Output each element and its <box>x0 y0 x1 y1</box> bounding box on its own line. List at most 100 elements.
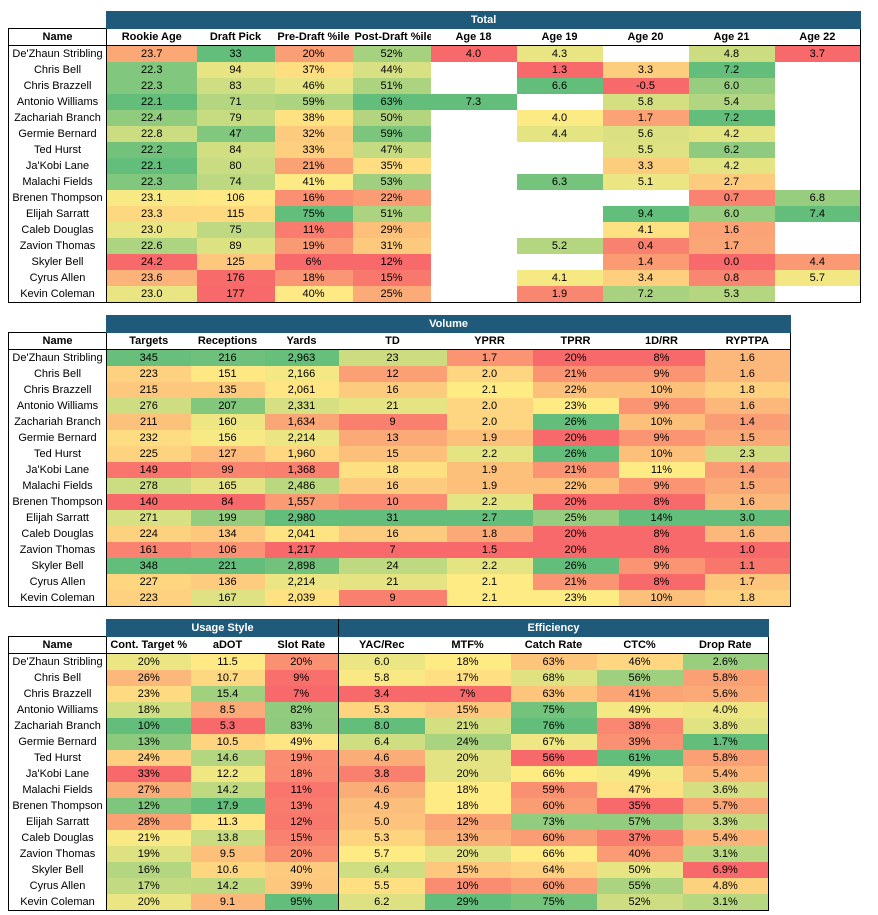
cell-rookie-age: 22.6 <box>106 238 197 254</box>
cell-catch-rate: 63% <box>510 686 597 702</box>
cell-adot: 15.4 <box>190 686 265 702</box>
cell-age-20: 5.5 <box>602 142 689 158</box>
cell-post-draft-ile: 29% <box>352 222 431 238</box>
cell-yac-rec: 4.6 <box>338 750 425 766</box>
col-header-ryptpa: RYPTPA <box>704 332 792 350</box>
cell-post-draft-ile: 51% <box>352 206 431 222</box>
table-row: Ted Hurst 22.2 84 33% 47% 5.5 6.2 <box>8 142 862 158</box>
table-row: Antonio Williams 22.1 71 59% 63% 7.3 5.8 5.4 <box>8 94 862 110</box>
cell-mtf: 7% <box>424 686 511 702</box>
player-name-cell: Zachariah Branch <box>8 414 107 430</box>
table-row: Chris Brazzell 215 135 2,061 16 2.1 22% 10% 1.8 <box>8 382 792 398</box>
player-name-cell: Malachi Fields <box>8 174 107 190</box>
cell-pre-draft-ile: 33% <box>274 142 353 158</box>
player-name-cell: Chris Brazzell <box>8 78 107 94</box>
col-header-cont-target: Cont. Target % <box>106 636 191 654</box>
cell-td: 21 <box>338 574 447 590</box>
cell-age-20: 5.8 <box>602 94 689 110</box>
cell-cont-target: 20% <box>106 653 191 670</box>
player-name-cell: Kevin Coleman <box>8 590 107 607</box>
cell-td: 9 <box>338 414 447 430</box>
cell-td: 16 <box>338 478 447 494</box>
cell-rookie-age: 23.3 <box>106 206 197 222</box>
cell-slot-rate: 18% <box>264 766 340 782</box>
cell-mtf: 10% <box>424 878 511 894</box>
cell-drop-rate: 1.7% <box>682 734 770 750</box>
cell-age-21: 6.0 <box>688 206 775 222</box>
cell-yprr: 2.7 <box>446 510 533 526</box>
cell-slot-rate: 9% <box>264 670 340 686</box>
cell-slot-rate: 11% <box>264 782 340 798</box>
cell-yprr: 1.9 <box>446 462 533 478</box>
cell-adot: 13.8 <box>190 830 265 846</box>
cell-ryptpa: 1.6 <box>704 349 792 366</box>
cell-tprr: 22% <box>532 478 619 494</box>
cell-age-18: 4.0 <box>430 45 517 62</box>
player-name-cell: De'Zhaun Stribling <box>8 653 107 670</box>
cell-tprr: 26% <box>532 446 619 462</box>
cell-age-18 <box>430 206 517 222</box>
cell-targets: 348 <box>106 558 191 574</box>
cell-ctc: 37% <box>596 830 683 846</box>
player-name-cell: Caleb Douglas <box>8 526 107 542</box>
cell-age-20: 5.6 <box>602 126 689 142</box>
cell-pre-draft-ile: 37% <box>274 62 353 78</box>
cell-pre-draft-ile: 46% <box>274 78 353 94</box>
usage-group-usage-band: Usage Style <box>105 619 340 637</box>
cell-age-22 <box>774 142 862 158</box>
cell-drop-rate: 4.8% <box>682 878 770 894</box>
cell-mtf: 29% <box>424 894 511 911</box>
cell-draft-pick: 84 <box>196 142 275 158</box>
cell-yprr: 1.8 <box>446 526 533 542</box>
player-name-cell: Antonio Williams <box>8 94 107 110</box>
cell-ctc: 41% <box>596 686 683 702</box>
cell-post-draft-ile: 50% <box>352 110 431 126</box>
cell-ctc: 35% <box>596 798 683 814</box>
cell-adot: 10.6 <box>190 862 265 878</box>
cell-age-19: 4.1 <box>516 270 603 286</box>
cell-pre-draft-ile: 59% <box>274 94 353 110</box>
cell-targets: 232 <box>106 430 191 446</box>
cell-1d-rr: 9% <box>618 478 705 494</box>
table-row: Germie Bernard 22.8 47 32% 59% 4.4 5.6 4.2 <box>8 126 862 142</box>
player-name-cell: Germie Bernard <box>8 126 107 142</box>
player-name-cell: Chris Brazzell <box>8 382 107 398</box>
col-header-1d-rr: 1D/RR <box>618 332 705 350</box>
cell-1d-rr: 10% <box>618 590 705 607</box>
cell-yprr: 1.9 <box>446 430 533 446</box>
table-row: Zavion Thomas 161 106 1,217 7 1.5 20% 8% 1.0 <box>8 542 792 558</box>
table-row: Zavion Thomas 19% 9.5 20% 5.7 20% 66% 40% 3.1% <box>8 846 770 862</box>
cell-adot: 10.7 <box>190 670 265 686</box>
col-header-age-21: Age 21 <box>688 28 775 46</box>
cell-yards: 2,486 <box>264 478 339 494</box>
player-name-cell: Kevin Coleman <box>8 894 107 911</box>
t-total-title-row: Total <box>9 11 862 29</box>
cell-targets: 227 <box>106 574 191 590</box>
cell-ryptpa: 1.8 <box>704 382 792 398</box>
player-name-cell: Malachi Fields <box>8 782 107 798</box>
table-row: Skyler Bell 16% 10.6 40% 6.4 15% 64% 50% 6.9% <box>8 862 770 878</box>
cell-td: 23 <box>338 349 447 366</box>
cell-mtf: 20% <box>424 846 511 862</box>
cell-yards: 2,061 <box>264 382 339 398</box>
cell-age-20: -0.5 <box>602 78 689 94</box>
cell-age-21: 6.2 <box>688 142 775 158</box>
table-row: Brenen Thompson 12% 17.9 13% 4.9 18% 60% 35% 5.7… <box>8 798 770 814</box>
player-name-cell: Cyrus Allen <box>8 878 107 894</box>
cell-drop-rate: 5.4% <box>682 766 770 782</box>
cell-targets: 278 <box>106 478 191 494</box>
cell-ryptpa: 1.6 <box>704 398 792 414</box>
cell-tprr: 21% <box>532 574 619 590</box>
cell-1d-rr: 9% <box>618 398 705 414</box>
cell-yprr: 2.0 <box>446 366 533 382</box>
table-row: Elijah Sarratt 271 199 2,980 31 2.7 25% 14% 3.0 <box>8 510 792 526</box>
cell-1d-rr: 8% <box>618 526 705 542</box>
cell-cont-target: 26% <box>106 670 191 686</box>
player-name-cell: Ted Hurst <box>8 750 107 766</box>
cell-ctc: 55% <box>596 878 683 894</box>
cell-age-22: 4.4 <box>774 254 862 270</box>
cell-yac-rec: 5.3 <box>338 702 425 718</box>
cell-post-draft-ile: 52% <box>352 45 431 62</box>
player-name-cell: De'Zhaun Stribling <box>8 45 107 62</box>
cell-cont-target: 19% <box>106 846 191 862</box>
